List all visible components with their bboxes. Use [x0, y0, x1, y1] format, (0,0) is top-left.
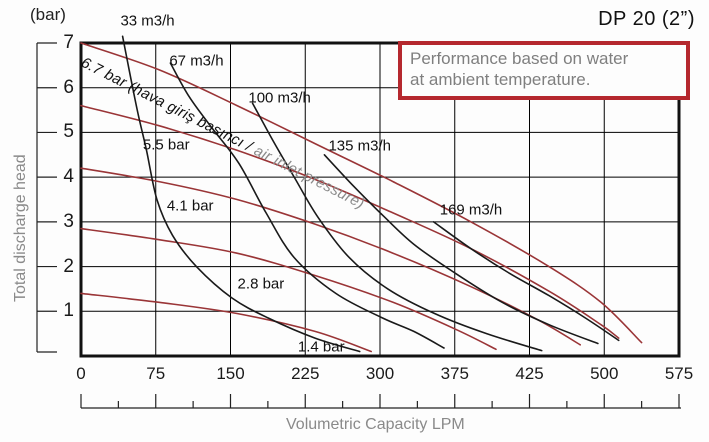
- y-tick-label-3: 3: [63, 210, 74, 232]
- x-tick-label-425: 425: [515, 364, 544, 383]
- y-tick-label-6: 6: [63, 76, 74, 98]
- curve-label-33-m3-h: 33 m3/h: [120, 12, 175, 30]
- curve-label-5.5-bar: 5.5 bar: [142, 136, 190, 154]
- air-curve-67: [169, 62, 445, 349]
- y-axis-title: Total discharge head: [12, 154, 29, 302]
- pressure-curve-2.8: [80, 227, 497, 351]
- curve-label-135-m3-h: 135 m3/h: [328, 137, 391, 155]
- x-tick-label-375: 375: [440, 364, 469, 383]
- curve-label-100-m3-h: 100 m3/h: [248, 89, 311, 107]
- x-tick-label-575: 575: [664, 364, 694, 383]
- performance-note-line2: at ambient temperature.: [410, 70, 591, 90]
- x-tick-label-500: 500: [590, 364, 619, 383]
- x-tick-label-75: 75: [146, 364, 166, 383]
- curve-label-4.1-bar: 4.1 bar: [166, 197, 214, 215]
- plot-border: [79, 41, 681, 358]
- y-tick-label-1: 1: [63, 300, 74, 322]
- pressure-curve-1.4: [80, 292, 372, 353]
- pressure-curve-5.5: [80, 104, 620, 339]
- y-tick-label-2: 2: [63, 255, 74, 277]
- x-tick-label-150: 150: [216, 364, 245, 383]
- curve-label-67-m3-h: 67 m3/h: [169, 52, 224, 70]
- performance-note-line1: Performance based on water: [410, 49, 629, 68]
- x-tick-label-300: 300: [365, 364, 395, 383]
- air-curve-100: [251, 102, 543, 352]
- y-tick-label-5: 5: [63, 121, 74, 143]
- x-tick-label-0: 0: [76, 364, 86, 383]
- pressure-curve-6.7: [80, 42, 643, 344]
- performance-note-box: Performance based on water at ambient te…: [398, 41, 690, 100]
- curve-label-169-m3-h: 169 m3/h: [439, 201, 503, 219]
- x-tick-label-225: 225: [291, 364, 320, 383]
- y-tick-label-7: 7: [63, 32, 74, 53]
- page-title: DP 20 (2”): [598, 8, 695, 30]
- curve-label-2.8-bar: 2.8 bar: [237, 275, 285, 293]
- air-curve-135: [323, 154, 599, 345]
- x-axis-title: Volumetric Capacity LPM: [286, 416, 465, 433]
- y-tick-label-4: 4: [63, 166, 74, 188]
- y-axis-unit-label: (bar): [30, 5, 66, 24]
- curve-label-1.4-bar: 1.4 bar: [297, 338, 345, 356]
- air-curve-33: [121, 35, 361, 353]
- air-curve-169: [432, 221, 620, 342]
